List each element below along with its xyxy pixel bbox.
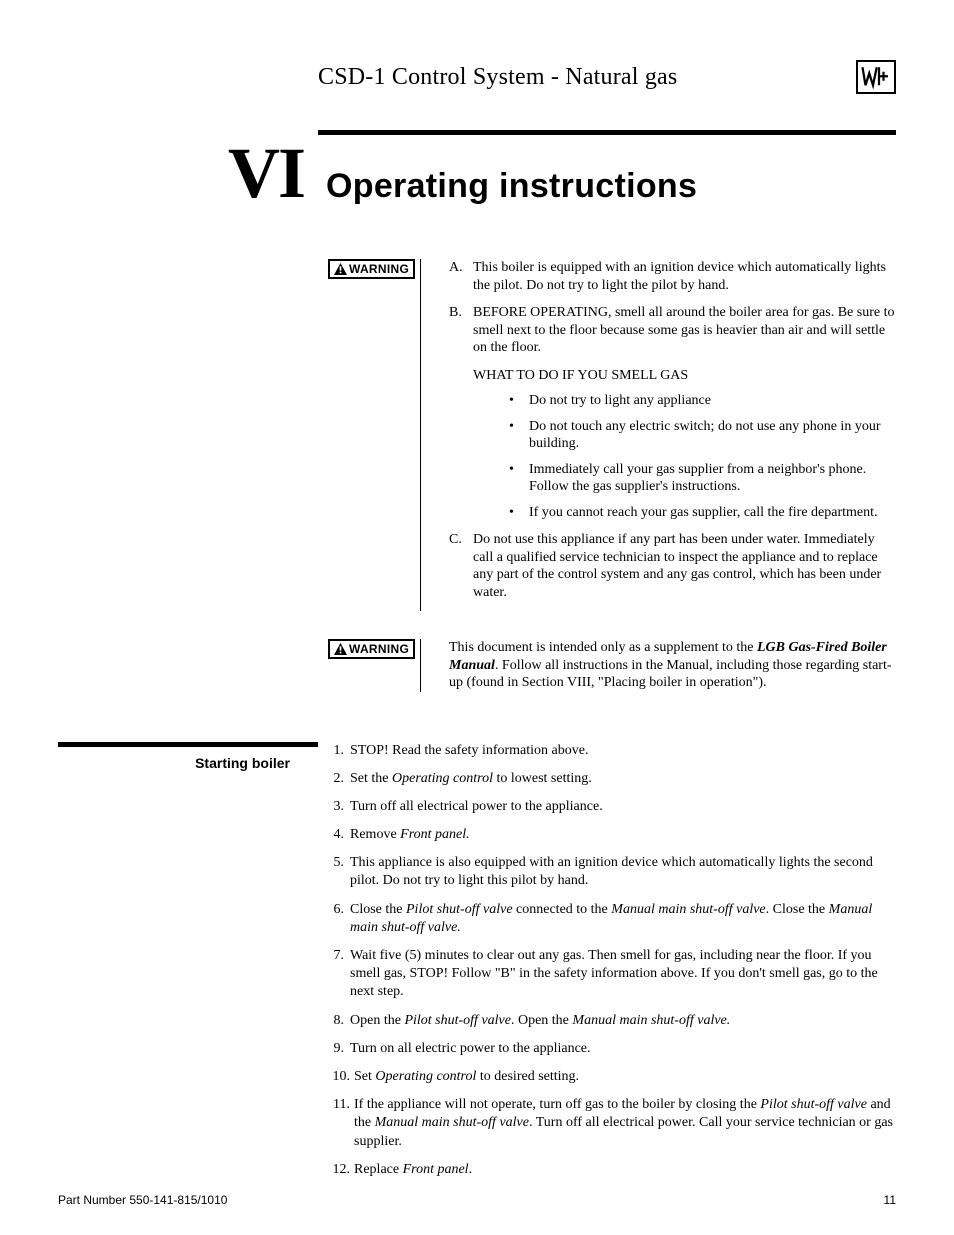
- chapter-title: Operating instructions: [326, 167, 697, 206]
- warning-triangle-icon: [334, 643, 347, 655]
- list-label: B.: [449, 304, 473, 357]
- chapter-numeral: VI: [228, 137, 304, 209]
- brand-logo: [856, 60, 896, 94]
- warning-item-a: This boiler is equipped with an ignition…: [473, 259, 896, 294]
- list-label: A.: [449, 259, 473, 294]
- page-number: 11: [884, 1193, 896, 1207]
- warning-item-c: Do not use this appliance if any part ha…: [473, 531, 896, 601]
- brand-logo-icon: [861, 65, 891, 89]
- step-number: 7.: [328, 947, 350, 1002]
- step-text: Set the Operating control to lowest sett…: [350, 770, 592, 788]
- warning-block-1: WARNING A.This boiler is equipped with a…: [328, 259, 896, 611]
- chapter-rule: [318, 130, 896, 135]
- step-text: If the appliance will not operate, turn …: [354, 1096, 896, 1151]
- warning-label: WARNING: [349, 642, 409, 656]
- page-header: CSD-1 Control System - Natural gas: [58, 60, 896, 94]
- step-text: Replace Front panel.: [354, 1161, 472, 1179]
- starting-steps: 1.STOP! Read the safety information abov…: [318, 742, 896, 1189]
- warning-badge: WARNING: [328, 259, 415, 279]
- starting-label: Starting boiler: [58, 747, 318, 771]
- bullet-icon: •: [509, 418, 529, 453]
- step-text: This appliance is also equipped with an …: [350, 854, 896, 890]
- step-number: 1.: [328, 742, 350, 760]
- step-text: Wait five (5) minutes to clear out any g…: [350, 947, 896, 1002]
- warning-block-2: WARNING This document is intended only a…: [328, 639, 896, 692]
- step-number: 11.: [328, 1096, 354, 1151]
- bullet-icon: •: [509, 504, 529, 522]
- bullet-icon: •: [509, 392, 529, 410]
- step-number: 4.: [328, 826, 350, 844]
- step-text: Close the Pilot shut-off valve connected…: [350, 901, 896, 937]
- step-text: Remove Front panel.: [350, 826, 470, 844]
- step-number: 8.: [328, 1012, 350, 1030]
- bullet-text: Immediately call your gas supplier from …: [529, 461, 896, 496]
- warning2-pre: This document is intended only as a supp…: [449, 640, 757, 655]
- step-number: 2.: [328, 770, 350, 788]
- bullet-icon: •: [509, 461, 529, 496]
- warning2-post: . Follow all instructions in the Manual,…: [449, 658, 892, 691]
- page-footer: Part Number 550-141-815/1010 11: [58, 1193, 896, 1207]
- warning-item-b: BEFORE OPERATING, smell all around the b…: [473, 304, 896, 357]
- step-text: Turn off all electrical power to the app…: [350, 798, 603, 816]
- warning-subheading: WHAT TO DO IF YOU SMELL GAS: [473, 367, 896, 385]
- header-title: CSD-1 Control System - Natural gas: [318, 64, 677, 91]
- step-number: 10.: [328, 1068, 354, 1086]
- bullet-text: Do not touch any electric switch; do not…: [529, 418, 896, 453]
- warning-badge: WARNING: [328, 639, 415, 659]
- warning-body: A.This boiler is equipped with an igniti…: [421, 259, 896, 611]
- warning-body: This document is intended only as a supp…: [421, 639, 896, 692]
- list-label: C.: [449, 531, 473, 601]
- chapter-heading: VI Operating instructions: [228, 137, 896, 209]
- step-number: 5.: [328, 854, 350, 890]
- step-text: Open the Pilot shut-off valve. Open the …: [350, 1012, 730, 1030]
- bullet-text: If you cannot reach your gas supplier, c…: [529, 504, 878, 522]
- step-number: 9.: [328, 1040, 350, 1058]
- step-text: STOP! Read the safety information above.: [350, 742, 588, 760]
- bullet-text: Do not try to light any appliance: [529, 392, 711, 410]
- step-number: 3.: [328, 798, 350, 816]
- warning-label: WARNING: [349, 262, 409, 276]
- warning-bullets: •Do not try to light any appliance •Do n…: [509, 392, 896, 521]
- part-number: Part Number 550-141-815/1010: [58, 1193, 227, 1207]
- step-text: Set Operating control to desired setting…: [354, 1068, 579, 1086]
- warning-triangle-icon: [334, 263, 347, 275]
- step-number: 12.: [328, 1161, 354, 1179]
- step-number: 6.: [328, 901, 350, 937]
- step-text: Turn on all electric power to the applia…: [350, 1040, 591, 1058]
- starting-boiler-section: Starting boiler 1.STOP! Read the safety …: [58, 742, 896, 1189]
- side-heading: Starting boiler: [58, 742, 318, 1189]
